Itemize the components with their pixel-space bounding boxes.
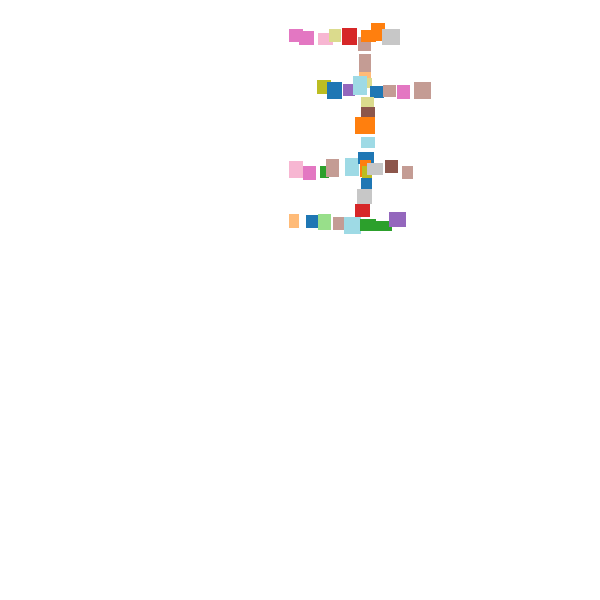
color-block-row-2-9-rosy-brown xyxy=(383,85,396,97)
color-block-row-1-2-pink xyxy=(299,31,314,45)
color-block-row-2-11-rosy-brown xyxy=(414,82,431,99)
color-block-row-3-13-light-gray xyxy=(357,189,372,204)
color-block-row-1-4-khaki xyxy=(329,29,341,42)
color-block-row-4-7-green xyxy=(372,221,392,231)
color-block-row-3-12-blue xyxy=(361,178,372,189)
color-block-row-2-5-blue xyxy=(327,82,342,99)
color-block-row-2-7-light-blue xyxy=(353,76,367,95)
color-block-row-4-1-light-orange xyxy=(289,214,299,228)
color-block-row-1-5-red xyxy=(342,28,357,45)
color-block-row-2-14-orange xyxy=(355,117,375,134)
color-block-row-3-3-green xyxy=(320,166,329,178)
color-block-row-2-6-purple xyxy=(343,84,355,96)
color-block-row-4-2-blue xyxy=(306,215,321,228)
color-block-row-4-8-purple xyxy=(389,212,406,227)
color-block-row-2-12-khaki xyxy=(361,97,374,108)
color-block-row-2-1-rosy-brown xyxy=(359,54,371,72)
color-block-row-3-2-pink xyxy=(303,166,316,180)
color-block-cluster xyxy=(289,23,431,234)
color-block-row-1-9-light-gray xyxy=(382,29,400,45)
color-block-row-3-11-rosy-brown xyxy=(402,166,413,179)
color-block-row-2-15-light-blue xyxy=(361,137,375,148)
color-block-row-2-10-pink xyxy=(397,85,410,99)
color-block-row-4-4-rosy-brown xyxy=(333,217,347,230)
color-block-row-3-9-light-gray xyxy=(367,163,383,175)
color-block-row-4-3-light-green xyxy=(318,214,331,230)
color-block-row-3-10-brown xyxy=(385,160,398,173)
color-block-row-3-14-red xyxy=(355,204,370,217)
color-block-row-2-8-blue xyxy=(370,86,384,98)
color-block-row-4-5-light-blue xyxy=(344,217,361,234)
color-block-row-3-4-rosy-brown xyxy=(326,159,339,177)
color-block-row-3-5-light-blue xyxy=(345,158,359,176)
color-block-row-3-1-light-pink xyxy=(289,161,303,178)
color-block-row-2-13-brown xyxy=(361,107,375,119)
color-block-row-1-8-orange xyxy=(371,23,385,41)
